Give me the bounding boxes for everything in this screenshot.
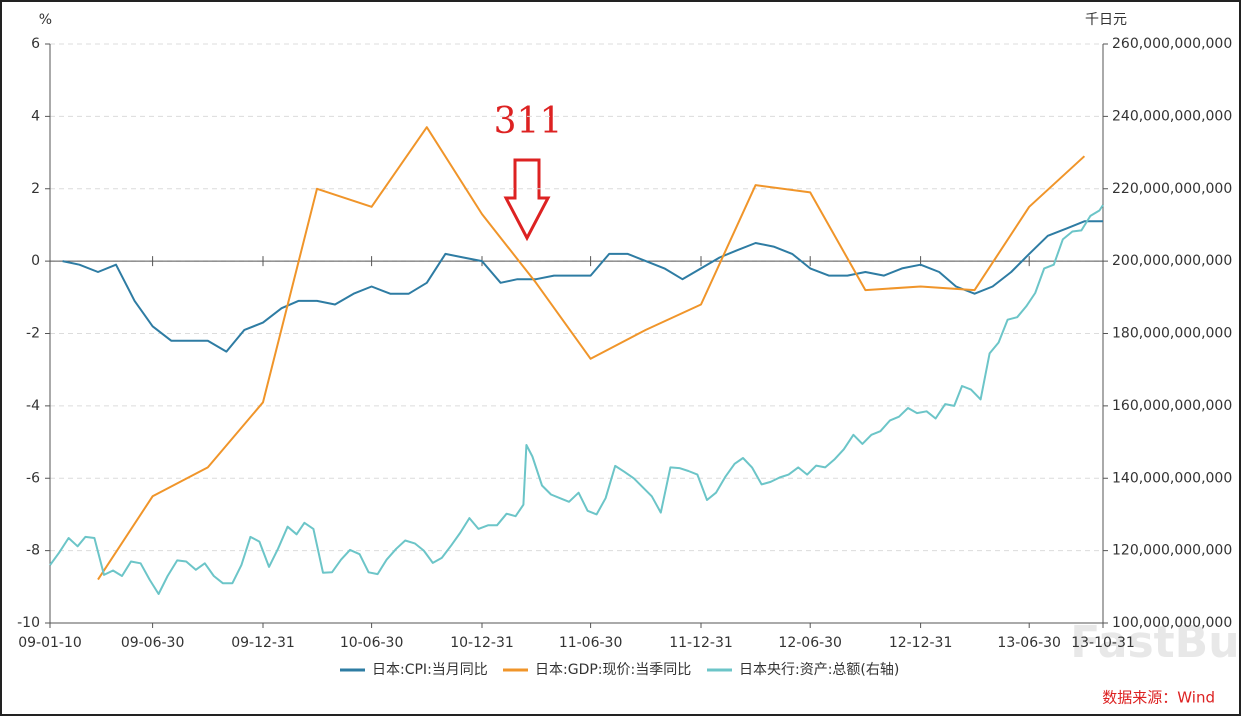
y-tick-label: -2 — [26, 326, 40, 342]
series-line — [97, 126, 1086, 581]
right-unit: 千日元 — [1085, 12, 1127, 28]
x-tick-label: 10-12-31 — [450, 635, 514, 651]
x-tick-label: 09-06-30 — [121, 635, 185, 651]
y-tick-label: 2 — [31, 181, 40, 197]
x-tick-label: 09-12-31 — [231, 635, 295, 651]
legend-label: 日本:GDP:现价:当季同比 — [535, 662, 691, 678]
x-tick-label: 13-06-30 — [997, 635, 1061, 651]
source: 数据来源：Wind — [1102, 689, 1215, 707]
y2-tick-label: 140,000,000,000 — [1112, 470, 1232, 486]
y2-tick-label: 120,000,000,000 — [1112, 543, 1232, 559]
annotation: 311 — [494, 101, 563, 142]
legend-label: 日本央行:资产:总额(右轴) — [739, 662, 899, 678]
series-line — [49, 204, 1104, 595]
y2-tick-label: 220,000,000,000 — [1112, 181, 1232, 197]
series-line — [62, 220, 1103, 353]
x-tick-label: 12-12-31 — [889, 635, 953, 651]
y-tick-label: -8 — [26, 543, 40, 559]
y-tick-label: 6 — [31, 36, 40, 52]
y-tick-label: 0 — [31, 253, 40, 269]
x-tick-label: 10-06-30 — [340, 635, 404, 651]
y-tick-label: -10 — [17, 615, 40, 631]
y2-tick-label: 180,000,000,000 — [1112, 326, 1232, 342]
y-tick-label: -6 — [26, 470, 40, 486]
y-tick-label: -4 — [26, 398, 40, 414]
watermark: FastBull — [1070, 617, 1241, 668]
y2-tick-label: 100,000,000,000 — [1112, 615, 1232, 631]
y2-tick-label: 260,000,000,000 — [1112, 36, 1232, 52]
x-tick-label: 11-12-31 — [669, 635, 733, 651]
y2-tick-label: 160,000,000,000 — [1112, 398, 1232, 414]
annotation-arrow — [503, 158, 551, 242]
x-tick-label: 11-06-30 — [559, 635, 623, 651]
x-tick-label: 12-06-30 — [778, 635, 842, 651]
y2-tick-label: 200,000,000,000 — [1112, 253, 1232, 269]
y2-tick-label: 240,000,000,000 — [1112, 108, 1232, 124]
x-tick-label: 09-01-10 — [18, 635, 82, 651]
left-unit: % — [39, 12, 52, 28]
y-tick-label: 4 — [31, 108, 40, 124]
x-tick-label: 13-10-31 — [1071, 635, 1135, 651]
legend-label: 日本:CPI:当月同比 — [372, 662, 488, 678]
